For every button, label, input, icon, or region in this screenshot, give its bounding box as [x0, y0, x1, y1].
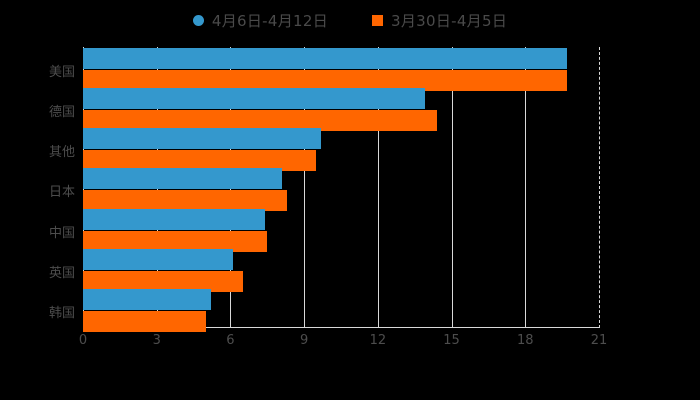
gridline [599, 47, 600, 328]
bar-group [83, 128, 599, 172]
y-axis-tick-label: 日本 [48, 185, 75, 201]
bar[interactable] [83, 88, 425, 110]
bar-group [83, 48, 599, 91]
bar[interactable] [83, 110, 437, 132]
gridline [525, 47, 527, 328]
bar[interactable] [83, 168, 283, 190]
legend-square-icon [372, 15, 383, 26]
bar[interactable] [83, 288, 211, 310]
x-axis-tick-label: 15 [443, 333, 460, 348]
bar[interactable] [83, 190, 287, 212]
bar[interactable] [83, 70, 568, 91]
bar[interactable] [83, 270, 243, 292]
legend-circle-icon [192, 15, 204, 26]
gridline [304, 47, 306, 328]
x-axis-line [83, 327, 600, 328]
bar-group [83, 208, 599, 252]
x-axis-tick-label: 12 [369, 333, 387, 348]
bar[interactable] [83, 150, 317, 172]
x-axis-labels: 0 3 6 9 12 15 18 21 [79, 333, 607, 353]
x-axis-tick-label: 3 [152, 333, 161, 348]
gridline [377, 47, 379, 328]
y-axis-labels: 美国德国其他日本中国英国韩国 [0, 47, 75, 328]
plot-area [83, 47, 600, 332]
y-axis-tick-label: 英国 [48, 265, 75, 281]
y-axis-tick-label: 其他 [48, 145, 75, 161]
legend-item[interactable]: 3月30日-4月5日 [372, 10, 507, 31]
x-axis-tick-label: 6 [226, 333, 235, 348]
x-axis-tick-label: 21 [590, 333, 608, 348]
bar-group [83, 88, 599, 132]
legend-label: 4月6日-4月12日 [211, 12, 328, 30]
bar[interactable] [83, 230, 268, 252]
bar-group [83, 288, 599, 332]
x-axis-tick-label: 18 [517, 333, 534, 348]
legend-item[interactable]: 4月6日-4月12日 [192, 10, 328, 31]
bar-group [83, 248, 599, 292]
bar[interactable] [83, 248, 233, 270]
bar[interactable] [83, 310, 206, 332]
chart-legend: 4月6日-4月12日 3月30日-4月5日 [0, 10, 700, 31]
gridline [451, 47, 453, 328]
bar[interactable] [83, 48, 568, 69]
bar-group [83, 168, 599, 212]
x-axis-tick-label: 0 [78, 333, 88, 348]
y-axis-tick-label: 中国 [48, 225, 75, 241]
bar[interactable] [83, 208, 265, 230]
bar[interactable] [83, 128, 322, 150]
legend-label: 3月30日-4月5日 [391, 12, 508, 30]
y-axis-tick-label: 美国 [48, 65, 75, 80]
x-axis-tick-label: 9 [300, 333, 309, 348]
y-axis-tick-label: 德国 [48, 105, 75, 121]
y-axis-tick-label: 韩国 [48, 305, 75, 321]
